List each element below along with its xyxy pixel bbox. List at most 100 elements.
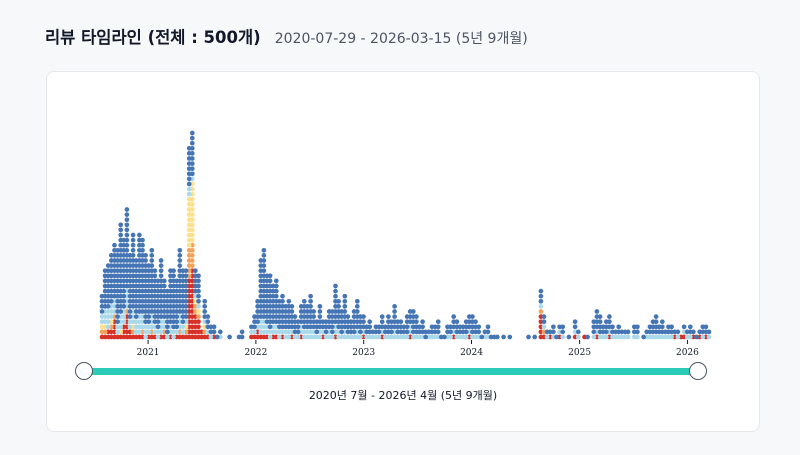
review-dot-rating_5[interactable] bbox=[118, 232, 124, 238]
review-dot-rating_5[interactable] bbox=[183, 304, 189, 309]
review-dot-rating_5[interactable] bbox=[336, 304, 341, 309]
review-dot-rating_4[interactable] bbox=[317, 334, 323, 340]
review-dot-rating_4[interactable] bbox=[700, 334, 706, 340]
review-dot-rating_5[interactable] bbox=[280, 298, 285, 304]
review-dot-rating_5[interactable] bbox=[214, 334, 220, 340]
review-dot-rating_5[interactable] bbox=[261, 263, 267, 268]
review-dot-rating_5[interactable] bbox=[386, 314, 391, 319]
review-dot-rating_4[interactable] bbox=[137, 329, 142, 335]
review-dot-rating_5[interactable] bbox=[121, 304, 127, 309]
review-dot-rating_5[interactable] bbox=[454, 319, 460, 325]
review-dot-rating_4[interactable] bbox=[186, 191, 192, 197]
review-dot-rating_3[interactable] bbox=[186, 242, 192, 248]
review-dot-rating_5[interactable] bbox=[526, 334, 531, 340]
review-dot-rating_4[interactable] bbox=[143, 334, 148, 340]
review-dot-rating_4[interactable] bbox=[575, 334, 581, 340]
review-dot-rating_5[interactable] bbox=[189, 135, 195, 141]
review-dot-rating_4[interactable] bbox=[295, 334, 301, 340]
review-dot-rating_5[interactable] bbox=[118, 309, 124, 314]
review-dot-rating_5[interactable] bbox=[420, 324, 425, 330]
review-dot-rating_5[interactable] bbox=[202, 309, 208, 314]
review-dot-rating_5[interactable] bbox=[435, 319, 441, 325]
review-dot-rating_5[interactable] bbox=[261, 247, 267, 253]
review-dot-rating_5[interactable] bbox=[308, 293, 313, 299]
review-dot-rating_5[interactable] bbox=[653, 314, 659, 319]
review-dot-rating_5[interactable] bbox=[345, 314, 351, 319]
review-dot-rating_5[interactable] bbox=[301, 298, 307, 304]
review-dot-rating_5[interactable] bbox=[423, 334, 429, 340]
review-dot-rating_5[interactable] bbox=[115, 314, 120, 319]
review-dot-rating_5[interactable] bbox=[273, 278, 279, 284]
review-dot-rating_3[interactable] bbox=[189, 237, 195, 243]
review-dot-rating_5[interactable] bbox=[333, 283, 338, 289]
review-dot-rating_4[interactable] bbox=[541, 324, 547, 330]
review-dot-rating_5[interactable] bbox=[367, 319, 373, 325]
review-dot-rating_5[interactable] bbox=[273, 283, 279, 289]
review-dot-rating_5[interactable] bbox=[538, 293, 544, 299]
review-dot-rating_5[interactable] bbox=[273, 288, 279, 294]
review-dot-rating_2[interactable] bbox=[189, 253, 195, 258]
review-dot-rating_4[interactable] bbox=[121, 314, 127, 319]
review-dot-rating_4[interactable] bbox=[186, 186, 192, 192]
review-dot-rating_4[interactable] bbox=[687, 334, 693, 340]
review-dot-rating_1[interactable] bbox=[196, 319, 201, 325]
review-dot-rating_5[interactable] bbox=[358, 329, 363, 335]
review-dot-rating_5[interactable] bbox=[267, 273, 273, 279]
review-dot-rating_5[interactable] bbox=[398, 319, 404, 325]
review-dot-rating_3[interactable] bbox=[189, 227, 195, 233]
review-dot-rating_4[interactable] bbox=[252, 329, 257, 335]
review-dot-rating_5[interactable] bbox=[124, 242, 130, 248]
review-dot-rating_5[interactable] bbox=[211, 329, 217, 335]
review-dot-rating_4[interactable] bbox=[591, 334, 597, 340]
review-dot-rating_5[interactable] bbox=[189, 140, 195, 146]
review-dot-rating_5[interactable] bbox=[149, 258, 155, 263]
review-dot-rating_5[interactable] bbox=[479, 334, 485, 340]
review-dot-rating_3[interactable] bbox=[196, 309, 201, 314]
review-dot-rating_5[interactable] bbox=[165, 329, 170, 335]
review-dot-rating_3[interactable] bbox=[189, 232, 195, 238]
review-dot-rating_5[interactable] bbox=[137, 232, 142, 238]
review-dot-rating_5[interactable] bbox=[470, 314, 475, 319]
review-dot-rating_5[interactable] bbox=[675, 329, 681, 335]
review-dot-rating_5[interactable] bbox=[202, 298, 208, 304]
review-dot-rating_5[interactable] bbox=[659, 324, 665, 330]
review-dot-rating_5[interactable] bbox=[205, 319, 211, 325]
review-dot-rating_5[interactable] bbox=[158, 273, 164, 279]
review-dot-rating_5[interactable] bbox=[317, 314, 323, 319]
review-dot-rating_3[interactable] bbox=[189, 196, 195, 202]
review-dot-rating_4[interactable] bbox=[329, 334, 335, 340]
review-dot-rating_5[interactable] bbox=[597, 319, 603, 325]
review-dot-rating_5[interactable] bbox=[451, 314, 457, 319]
review-dot-rating_5[interactable] bbox=[205, 314, 211, 319]
review-dot-rating_5[interactable] bbox=[329, 324, 335, 330]
review-dot-rating_5[interactable] bbox=[575, 329, 581, 335]
review-dot-rating_5[interactable] bbox=[239, 334, 245, 340]
review-dot-rating_5[interactable] bbox=[292, 314, 298, 319]
review-dot-rating_4[interactable] bbox=[277, 334, 282, 340]
review-dot-rating_5[interactable] bbox=[124, 207, 130, 212]
review-dot-rating_5[interactable] bbox=[494, 334, 500, 340]
review-dot-rating_5[interactable] bbox=[311, 309, 317, 314]
review-dot-rating_5[interactable] bbox=[463, 329, 469, 335]
review-dot-rating_5[interactable] bbox=[317, 309, 323, 314]
review-dot-rating_5[interactable] bbox=[127, 314, 133, 319]
slider-end-handle[interactable] bbox=[689, 362, 707, 380]
review-dot-rating_5[interactable] bbox=[140, 242, 145, 248]
review-dot-rating_5[interactable] bbox=[196, 273, 201, 279]
review-dot-rating_5[interactable] bbox=[333, 288, 338, 294]
review-dot-rating_5[interactable] bbox=[442, 334, 447, 340]
review-dot-rating_4[interactable] bbox=[376, 334, 382, 340]
review-dot-rating_5[interactable] bbox=[308, 298, 313, 304]
review-dot-rating_5[interactable] bbox=[694, 334, 699, 340]
review-dot-rating_5[interactable] bbox=[130, 232, 136, 238]
review-dot-rating_5[interactable] bbox=[130, 242, 136, 248]
review-dot-rating_5[interactable] bbox=[171, 273, 176, 279]
review-dot-rating_5[interactable] bbox=[541, 319, 547, 325]
review-dot-rating_5[interactable] bbox=[410, 309, 416, 314]
review-dot-rating_4[interactable] bbox=[105, 319, 111, 325]
review-dot-rating_5[interactable] bbox=[597, 314, 603, 319]
review-dot-rating_4[interactable] bbox=[603, 334, 609, 340]
review-dot-rating_5[interactable] bbox=[501, 334, 506, 340]
review-dot-rating_5[interactable] bbox=[99, 309, 105, 314]
review-dot-rating_2[interactable] bbox=[189, 258, 195, 263]
